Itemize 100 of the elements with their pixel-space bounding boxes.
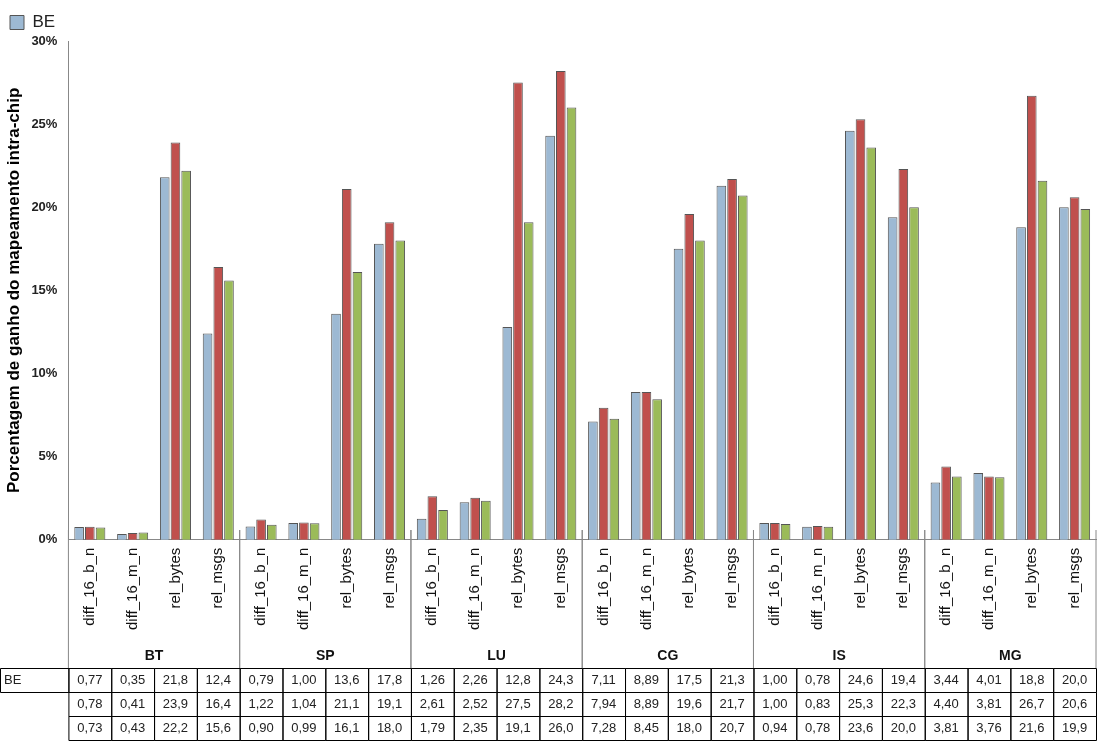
data-label: 7,11	[591, 671, 616, 687]
data-label: 19,4	[890, 671, 916, 687]
data-label: 8,89	[633, 695, 660, 711]
data-label: 13,6	[334, 671, 360, 687]
data-label: 8,89	[633, 671, 660, 687]
x-tick-label: rel_msgs	[1064, 547, 1082, 609]
y-tick-label: 15%	[31, 281, 58, 297]
x-tick-label: rel_bytes	[165, 547, 183, 609]
data-label: 2,35	[462, 719, 488, 735]
data-label: 19,1	[376, 695, 403, 711]
data-label: 26,7	[1019, 695, 1045, 711]
x-tick-label: diff_16_b_n	[251, 547, 269, 626]
data-label: 2,61	[419, 695, 446, 711]
data-label: 4,01	[976, 671, 1002, 687]
x-tick-label: diff_16_b_n	[422, 547, 440, 626]
data-label: 16,1	[334, 719, 360, 735]
x-tick-label: diff_16_m_n	[294, 547, 312, 631]
data-label: 26,0	[548, 719, 574, 735]
data-label: 21,6	[1019, 719, 1045, 735]
data-label: 0,79	[248, 671, 274, 687]
data-label: 22,3	[890, 695, 916, 711]
data-label: 2,26	[462, 671, 488, 687]
data-label: 16,4	[205, 695, 231, 711]
data-label: 0,83	[805, 695, 831, 711]
data-label: 2,52	[462, 695, 488, 711]
data-label: 12,8	[505, 671, 531, 687]
text: CG	[657, 646, 679, 663]
data-label: 1,00	[762, 671, 788, 687]
x-tick-label: rel_bytes	[679, 547, 697, 609]
data-label: 12,4	[205, 671, 231, 687]
x-tick-label: diff_16_m_n	[979, 547, 997, 631]
data-label: 0,78	[805, 671, 831, 687]
data-label: 19,1	[505, 719, 531, 735]
y-tick-label: 25%	[31, 115, 58, 131]
data-label: 0,90	[248, 719, 274, 735]
data-label: 1,04	[291, 695, 317, 711]
x-tick-label: diff_16_m_n	[122, 547, 140, 631]
data-label: 1,26	[419, 671, 446, 687]
data-label: 1,22	[248, 695, 274, 711]
x-tick-label: diff_16_m_n	[636, 547, 654, 631]
x-tick-label: rel_msgs	[208, 547, 226, 609]
data-label: 17,5	[676, 671, 702, 687]
data-label: 3,81	[933, 719, 959, 735]
y-axis-title: Porcentagem de ganho do mapeamento intra-chip	[3, 87, 23, 493]
data-label: 28,2	[548, 695, 574, 711]
x-tick-label: diff_16_m_n	[465, 547, 483, 631]
data-label: 18,0	[376, 719, 403, 735]
x-tick-label: rel_bytes	[336, 547, 354, 609]
data-label: 24,3	[548, 671, 574, 687]
data-label: 0,78	[805, 719, 831, 735]
data-label: 21,7	[719, 695, 745, 711]
data-label: 21,3	[719, 671, 745, 687]
x-tick-label: rel_bytes	[1021, 547, 1039, 609]
data-label: 17,8	[376, 671, 403, 687]
data-label: 24,6	[847, 671, 874, 687]
data-label: 20,7	[719, 719, 745, 735]
x-tick-label: rel_msgs	[379, 547, 397, 609]
data-label: 3,76	[976, 719, 1002, 735]
x-tick-label: rel_bytes	[508, 547, 526, 609]
data-label: 23,6	[847, 719, 874, 735]
y-tick-label: 5%	[38, 448, 58, 464]
data-label: 8,45	[633, 719, 660, 735]
y-tick-label: 10%	[31, 365, 58, 381]
data-label: 0,73	[77, 719, 103, 735]
data-label: 0,99	[291, 719, 317, 735]
data-label: 19,6	[676, 695, 702, 711]
data-label: 20,0	[890, 719, 916, 735]
data-label: 7,28	[590, 719, 617, 735]
data-label: 19,9	[1061, 719, 1088, 735]
data-label: 4,40	[933, 695, 959, 711]
x-tick-label: diff_16_b_n	[765, 547, 783, 626]
y-tick-label: 0%	[38, 531, 58, 547]
data-label: 20,6	[1061, 695, 1088, 711]
data-label: 23,9	[162, 695, 189, 711]
data-label: 1,00	[762, 695, 788, 711]
data-label: 25,3	[847, 695, 874, 711]
data-label: 0,78	[77, 695, 103, 711]
data-label: 0,94	[762, 719, 788, 735]
data-label: 20,0	[1061, 671, 1088, 687]
data-label: 1,00	[291, 671, 317, 687]
data-label: 21,1	[334, 695, 360, 711]
y-tick-label: 30%	[31, 32, 58, 48]
data-label: 15,6	[205, 719, 231, 735]
data-label: 0,35	[119, 671, 146, 687]
x-tick-label: diff_16_b_n	[79, 547, 97, 626]
x-tick-label: rel_bytes	[850, 547, 868, 609]
data-label: 0,77	[77, 671, 103, 687]
data-label: 0,43	[119, 719, 146, 735]
data-label: 7,94	[590, 695, 617, 711]
text: LU	[487, 646, 506, 663]
text: IS	[832, 646, 846, 663]
x-tick-label: rel_msgs	[550, 547, 568, 609]
x-tick-label: diff_16_b_n	[593, 547, 611, 626]
text: SP	[315, 646, 335, 663]
legend-label: BE	[32, 12, 56, 32]
data-label: 18,0	[676, 719, 702, 735]
text: MG	[999, 646, 1022, 663]
x-tick-label: diff_16_b_n	[936, 547, 954, 626]
text: BE	[4, 671, 22, 687]
x-tick-label: rel_msgs	[893, 547, 911, 609]
